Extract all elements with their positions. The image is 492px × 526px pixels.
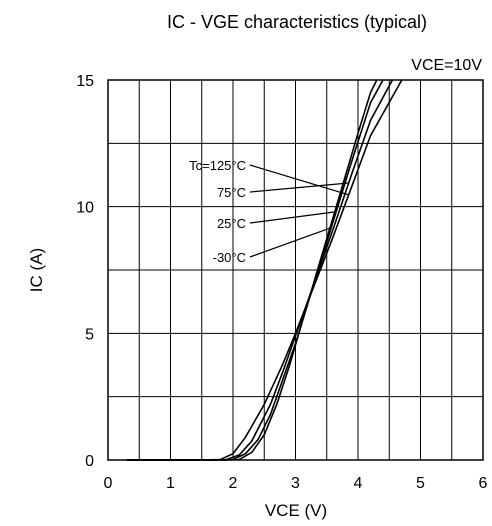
plot-frame: [107, 79, 484, 461]
y-tick-label: 0: [85, 453, 94, 470]
series-label-leader: [249, 164, 349, 196]
x-tick-label: 1: [166, 475, 175, 492]
series-label: -30°C: [213, 250, 246, 265]
x-tick-label: 0: [104, 475, 113, 492]
x-tick-label: 2: [229, 475, 238, 492]
chart-title: IC - VGE characteristics (typical): [167, 12, 427, 32]
series-line-30c: [126, 79, 378, 461]
series-label-leader: [249, 227, 331, 258]
series-label: 75°C: [217, 185, 246, 200]
x-tick-label: 5: [416, 475, 425, 492]
x-tick-label: 6: [479, 475, 488, 492]
x-tick-label: 4: [354, 475, 363, 492]
grid-lines: [108, 80, 483, 460]
series-label-leader: [249, 211, 337, 224]
x-tick-labels: 0 1 2 3 4 5 6: [104, 475, 488, 492]
x-tick-label: 3: [291, 475, 300, 492]
condition-label: VCE=10V: [411, 57, 482, 74]
series-label: Tc=125°C: [189, 158, 246, 173]
series-curves: [126, 79, 403, 461]
y-tick-labels: 0 5 10 15: [76, 73, 94, 470]
x-axis-label: VCE (V): [265, 501, 327, 520]
y-tick-label: 5: [85, 326, 94, 343]
y-axis-label: IC (A): [27, 248, 46, 292]
series-labels: Tc=125°C 75°C 25°C -30°C: [189, 158, 349, 265]
series-label-leader: [249, 182, 349, 193]
series-label: 25°C: [217, 216, 246, 231]
y-tick-label: 15: [76, 73, 94, 90]
y-tick-label: 10: [76, 200, 94, 217]
